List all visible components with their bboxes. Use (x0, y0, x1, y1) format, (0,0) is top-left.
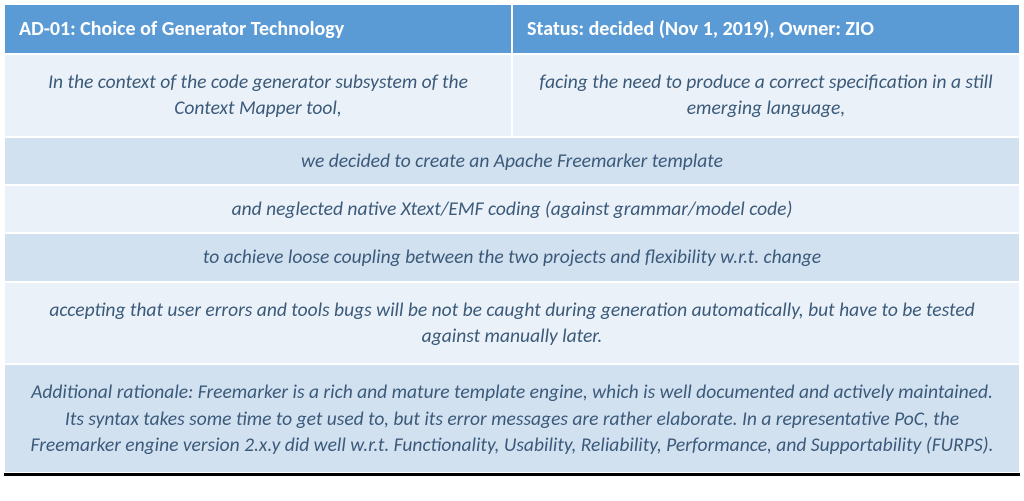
neglected-cell: and neglected native Xtext/EMF coding (a… (4, 185, 1020, 233)
neglected-row: and neglected native Xtext/EMF coding (a… (4, 185, 1020, 233)
decision-record-table: AD-01: Choice of Generator Technology St… (4, 4, 1020, 476)
header-status: Status: decided (Nov 1, 2019), Owner: ZI… (512, 4, 1020, 54)
rationale-text: Additional rationale: Freemarker is a ri… (23, 379, 1001, 458)
neglected-text: and neglected native Xtext/EMF coding (a… (232, 196, 793, 222)
context-cell: In the context of the code generator sub… (4, 54, 512, 137)
decision-cell: we decided to create an Apache Freemarke… (4, 137, 1020, 185)
accepting-cell: accepting that user errors and tools bug… (4, 282, 1020, 365)
facing-cell: facing the need to produce a correct spe… (512, 54, 1020, 137)
decision-row: we decided to create an Apache Freemarke… (4, 137, 1020, 185)
header-title: AD-01: Choice of Generator Technology (4, 4, 512, 54)
achieve-text: to achieve loose coupling between the tw… (203, 244, 821, 270)
achieve-row: to achieve loose coupling between the tw… (4, 233, 1020, 281)
context-row: In the context of the code generator sub… (4, 54, 1020, 137)
facing-text: facing the need to produce a correct spe… (527, 69, 1005, 122)
rationale-row: Additional rationale: Freemarker is a ri… (4, 364, 1020, 473)
context-text: In the context of the code generator sub… (19, 69, 497, 122)
rationale-cell: Additional rationale: Freemarker is a ri… (4, 364, 1020, 473)
decision-text: we decided to create an Apache Freemarke… (301, 148, 723, 174)
achieve-cell: to achieve loose coupling between the tw… (4, 233, 1020, 281)
accepting-row: accepting that user errors and tools bug… (4, 282, 1020, 365)
accepting-text: accepting that user errors and tools bug… (19, 297, 1005, 350)
header-row: AD-01: Choice of Generator Technology St… (4, 4, 1020, 54)
header-status-text: Status: decided (Nov 1, 2019), Owner: ZI… (527, 17, 874, 41)
header-title-text: AD-01: Choice of Generator Technology (19, 17, 344, 41)
